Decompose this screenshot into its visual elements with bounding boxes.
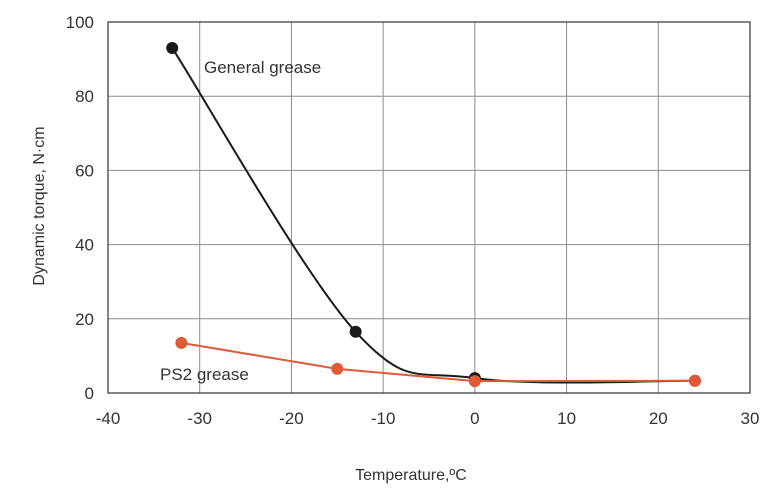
y-axis-ticks: 0 20 40 60 80 100 bbox=[66, 13, 94, 403]
series-label-ps2-grease: PS2 grease bbox=[160, 365, 249, 384]
y-tick-label: 40 bbox=[75, 236, 94, 255]
series-line bbox=[181, 341, 695, 383]
grid-lines bbox=[108, 22, 750, 393]
x-tick-label: 10 bbox=[557, 409, 576, 428]
y-tick-label: 60 bbox=[75, 161, 94, 180]
x-tick-label: -10 bbox=[371, 409, 396, 428]
x-tick-label: -30 bbox=[187, 409, 212, 428]
series-1 bbox=[166, 41, 701, 387]
x-axis-label: Temperature,ºC bbox=[355, 467, 467, 484]
x-tick-label: 30 bbox=[741, 409, 760, 428]
data-point bbox=[175, 336, 188, 349]
data-point bbox=[331, 362, 344, 375]
data-point bbox=[468, 375, 481, 388]
plot-frame bbox=[107, 21, 751, 394]
series-line bbox=[171, 47, 695, 384]
y-tick-label: 20 bbox=[75, 310, 94, 329]
y-tick-label: 100 bbox=[66, 13, 94, 32]
y-tick-label: 0 bbox=[85, 384, 94, 403]
series-2 bbox=[175, 336, 701, 388]
series-label-general-grease: General grease bbox=[204, 58, 321, 77]
series-layer bbox=[166, 41, 701, 388]
y-tick-label: 80 bbox=[75, 87, 94, 106]
data-point bbox=[688, 374, 701, 387]
x-axis-ticks: -40 -30 -20 -10 0 10 20 30 bbox=[96, 409, 760, 428]
data-point bbox=[349, 325, 362, 338]
y-axis-label: Dynamic torque, N·cm bbox=[31, 126, 48, 285]
x-tick-label: 20 bbox=[649, 409, 668, 428]
x-tick-label: 0 bbox=[470, 409, 479, 428]
x-tick-label: -20 bbox=[279, 409, 304, 428]
x-tick-label: -40 bbox=[96, 409, 121, 428]
data-point bbox=[166, 41, 179, 54]
